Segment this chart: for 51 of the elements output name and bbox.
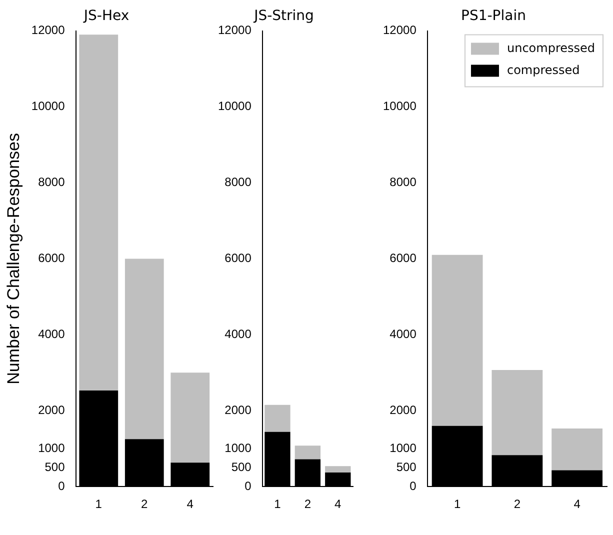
bar: [294, 446, 321, 460]
y-tick-label: 4000: [224, 326, 252, 341]
y-tick-label: 8000: [390, 175, 417, 190]
x-tick-label: 4: [186, 497, 194, 512]
y-tick-label: 0: [244, 478, 252, 493]
y-tick-label: 12000: [31, 23, 66, 38]
y-tick-label: 500: [396, 460, 417, 474]
bar: [124, 258, 164, 440]
y-tick-label: 1000: [38, 440, 66, 455]
bar: [552, 428, 603, 470]
y-tick-label: 6000: [390, 251, 417, 266]
x-tick-label: 2: [304, 497, 312, 512]
y-tick-label: 8000: [38, 175, 66, 190]
x-tick-label: 4: [574, 497, 581, 512]
bar: [79, 34, 118, 390]
y-tick-label: 10000: [382, 99, 417, 114]
x-tick-label: 4: [334, 497, 342, 512]
y-tick-label: 6000: [38, 251, 66, 266]
y-tick-label: 1000: [224, 440, 252, 455]
y-tick-label: 2000: [224, 402, 252, 417]
chart-title: JS-String: [253, 8, 314, 24]
x-tick-label: 1: [95, 497, 102, 512]
legend-label: uncompressed: [506, 40, 595, 55]
y-tick-label: 10000: [31, 99, 66, 114]
y-tick-label: 500: [231, 460, 252, 474]
y-tick-label: 10000: [218, 99, 252, 114]
x-tick-label: 2: [141, 497, 148, 512]
y-tick-label: 4000: [38, 326, 66, 341]
bar: [264, 404, 290, 432]
y-tick-label: 0: [58, 478, 66, 493]
y-tick-label: 2000: [38, 402, 66, 417]
x-tick-label: 1: [274, 497, 282, 512]
chart-title: JS-Hex: [82, 8, 130, 24]
bar: [492, 370, 543, 456]
y-tick-label: 2000: [390, 402, 417, 417]
x-tick-label: 1: [454, 497, 461, 512]
y-tick-label: 6000: [224, 251, 252, 266]
y-tick-label: 4000: [390, 326, 417, 341]
bar: [170, 372, 210, 463]
y-tick-label: 8000: [224, 175, 252, 190]
y-tick-label: 12000: [218, 23, 252, 38]
chart-title: PS1-Plain: [461, 8, 526, 24]
y-tick-label: 0: [410, 478, 417, 493]
y-tick-label: 12000: [382, 23, 417, 38]
y-tick-label: 1000: [390, 440, 417, 455]
bar: [325, 466, 351, 473]
bar: [432, 254, 483, 426]
y-axis-title: Number of Challenge-Responses: [4, 133, 23, 384]
y-tick-label: 500: [44, 460, 66, 474]
x-tick-label: 2: [514, 497, 521, 512]
legend-label: compressed: [506, 62, 580, 77]
